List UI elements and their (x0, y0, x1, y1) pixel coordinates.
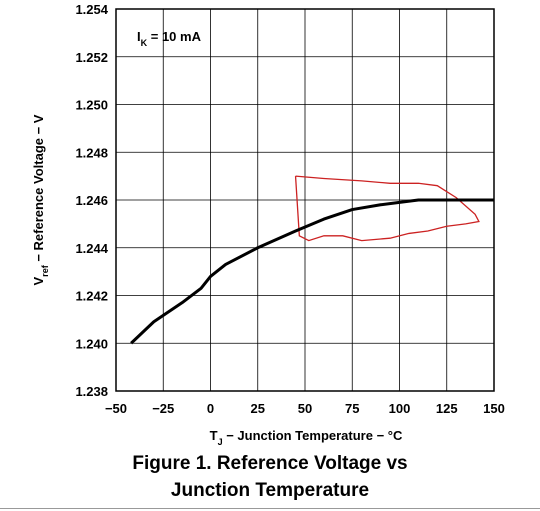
y-tick-label: 1.246 (75, 193, 108, 208)
x-tick-label: 125 (436, 401, 458, 416)
x-tick-label: −50 (105, 401, 127, 416)
x-tick-label: −25 (152, 401, 174, 416)
y-tick-label: 1.248 (75, 145, 108, 160)
x-tick-label: 75 (345, 401, 359, 416)
y-tick-labels: 1.238 1.240 1.242 1.244 1.246 1.248 1.250 1.252… (75, 2, 108, 399)
y-tick-label: 1.242 (75, 289, 108, 304)
red-markup-loop (294, 175, 480, 242)
x-tick-labels: −50 −25 0 25 50 75 100 125 150 (105, 401, 505, 416)
y-tick-label: 1.250 (75, 98, 108, 113)
x-axis-label: TJ − Junction Temperature − °C (210, 428, 403, 447)
x-tick-label: 0 (207, 401, 214, 416)
x-tick-label: 25 (251, 401, 265, 416)
y-tick-label: 1.244 (75, 241, 108, 256)
y-tick-label: 1.240 (75, 336, 108, 351)
series-line (130, 198, 494, 345)
figure-caption-line-2: Junction Temperature (170, 480, 370, 501)
y-axis-label: Vref − Reference Voltage − V (31, 114, 50, 285)
figure-caption-line-1: Figure 1. Reference Voltage vs (132, 453, 408, 474)
x-tick-label: 50 (298, 401, 312, 416)
annotation-ik: IK = 10 mA (137, 29, 202, 48)
y-tick-label: 1.254 (75, 2, 108, 17)
grid (116, 9, 494, 391)
chart: −50 −25 0 25 50 75 100 125 150 1.2381.2401.2421.… (31, 2, 505, 447)
x-tick-label: 100 (389, 401, 411, 416)
bottom-divider (0, 508, 540, 509)
y-tick-label: 1.252 (75, 50, 108, 65)
x-tick-label: 150 (483, 401, 505, 416)
y-tick-label: 1.238 (75, 384, 108, 399)
